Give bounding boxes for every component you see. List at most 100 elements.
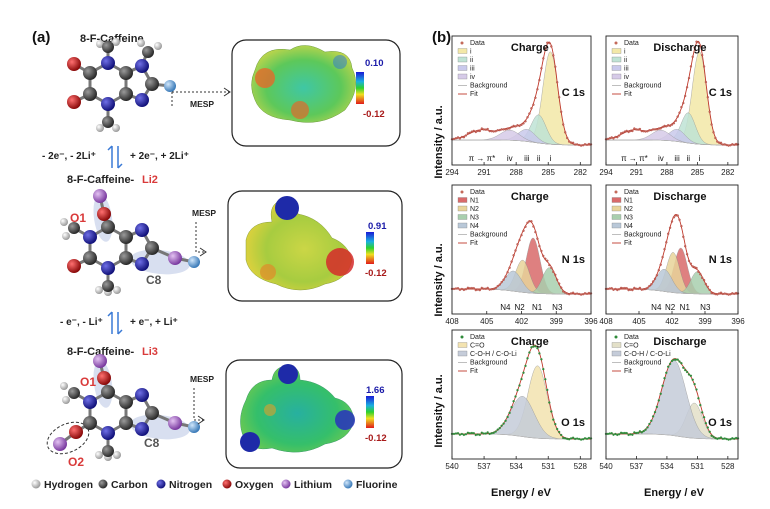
- data-point: [731, 437, 734, 440]
- data-point: [719, 141, 723, 144]
- data-point: [676, 115, 679, 118]
- data-point: [571, 141, 575, 144]
- data-point: [653, 277, 657, 280]
- data-point: [530, 346, 533, 349]
- data-point: [516, 243, 519, 246]
- data-point: [585, 437, 589, 440]
- x-tick-label: 534: [509, 462, 523, 471]
- data-point: [606, 137, 610, 141]
- data-point: [458, 137, 462, 140]
- data-point: [571, 291, 575, 294]
- peak-label: iii: [674, 154, 680, 163]
- x-tick-label: 408: [445, 317, 459, 326]
- data-point: [508, 127, 511, 130]
- data-point: [721, 292, 725, 296]
- core-level-label: C 1s: [562, 87, 585, 99]
- legend-label: Data: [624, 40, 639, 47]
- data-point: [502, 128, 505, 131]
- data-point: [468, 131, 472, 134]
- legend-label: iii: [624, 66, 629, 73]
- legend-label: Background: [624, 232, 661, 239]
- data-point: [506, 271, 509, 274]
- x-tick-label: 531: [542, 462, 556, 471]
- data-point: [644, 428, 647, 431]
- molecule-3: 8-F-Caffeine- Li3: [46, 346, 403, 469]
- data-point: [456, 432, 460, 435]
- data-point: [614, 432, 617, 436]
- data-point: [689, 374, 693, 377]
- data-point: [536, 88, 539, 91]
- data-point: [494, 286, 497, 290]
- data-points: [450, 345, 593, 441]
- data-point: [548, 401, 551, 404]
- data-point: [659, 392, 662, 395]
- data-point: [684, 94, 687, 98]
- data-point: [727, 438, 730, 441]
- data-point: [454, 137, 458, 140]
- data-point: [562, 123, 565, 126]
- data-point: [725, 292, 728, 296]
- plot-frame: [451, 35, 592, 166]
- mesp-surface-3: [240, 364, 355, 453]
- data-point: [727, 144, 730, 147]
- data-point: [663, 377, 666, 380]
- data-point: [492, 130, 495, 133]
- legend-label: Fit: [624, 240, 632, 247]
- data-point: [721, 437, 725, 440]
- data-point: [492, 431, 495, 434]
- data-point: [612, 288, 615, 291]
- data-point: [708, 288, 711, 292]
- data-point: [689, 65, 693, 68]
- data-point: [464, 433, 468, 436]
- data-point: [734, 436, 738, 440]
- data-point: [544, 47, 547, 51]
- panel-b-label: (b): [432, 29, 451, 46]
- peak-label: N3: [552, 303, 563, 312]
- data-point: [689, 262, 693, 265]
- x-tick-label: 282: [721, 168, 735, 177]
- data-point: [520, 234, 523, 237]
- data-point: [729, 293, 732, 296]
- data-point: [719, 436, 723, 439]
- data-point: [731, 143, 734, 146]
- data-point: [480, 127, 483, 130]
- data-point: [712, 131, 715, 134]
- data-point: [619, 286, 623, 290]
- legend-marker-data: [460, 335, 464, 339]
- legend-label: N1: [470, 198, 479, 205]
- data-point: [542, 254, 545, 258]
- legend-marker-swatch: [457, 222, 468, 229]
- data-point: [569, 292, 573, 295]
- data-point: [556, 278, 559, 281]
- data-point: [633, 127, 636, 130]
- data-point: [522, 122, 525, 125]
- data-point: [550, 266, 553, 269]
- data-point: [526, 221, 529, 224]
- data-point: [470, 431, 474, 435]
- data-point: [734, 142, 738, 146]
- peak-label: iii: [524, 154, 530, 163]
- molecule-2-label-c8: C8: [146, 273, 162, 287]
- x-tick-label: 294: [445, 168, 459, 177]
- legend-label: ii: [470, 57, 474, 64]
- molecule-3-label-o2: O2: [68, 455, 84, 469]
- data-point: [462, 433, 466, 437]
- data-point: [492, 287, 495, 291]
- data-point: [618, 288, 621, 291]
- legend-label: C-O-H / C-O-Li: [470, 351, 517, 358]
- data-point: [714, 436, 717, 440]
- x-tick-label: 285: [691, 168, 705, 177]
- svg-text:Oxygen: Oxygen: [235, 479, 274, 491]
- x-tick-label: 291: [630, 168, 644, 177]
- data-point: [685, 253, 689, 256]
- data-point: [642, 130, 645, 133]
- core-level-label: C 1s: [709, 87, 732, 99]
- data-point: [510, 125, 513, 129]
- data-point: [478, 433, 481, 437]
- legend-label: iii: [470, 66, 475, 73]
- data-point: [476, 433, 479, 436]
- data-point: [556, 81, 559, 84]
- data-point: [667, 232, 670, 235]
- data-point: [701, 276, 704, 280]
- data-point: [470, 286, 474, 290]
